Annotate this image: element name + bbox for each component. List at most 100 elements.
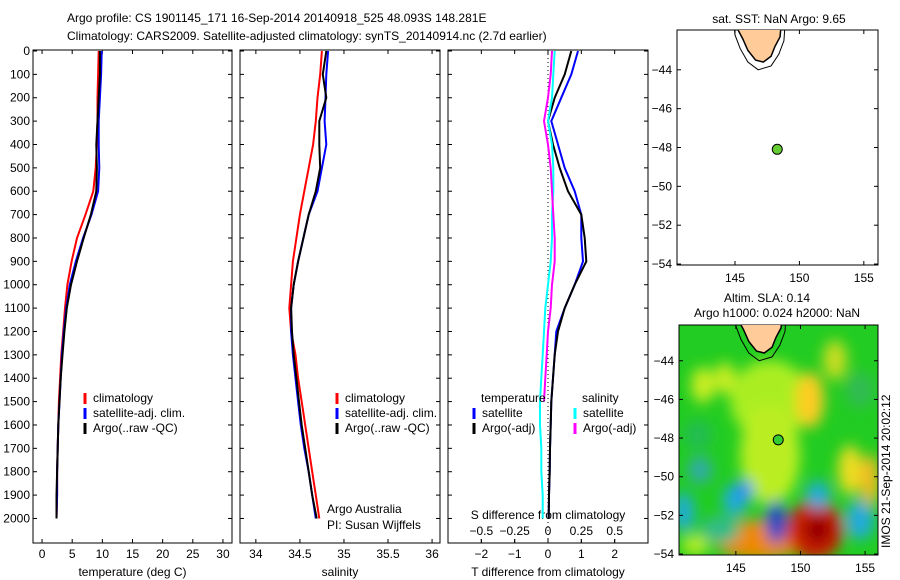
sla-map-lon-label: 155 xyxy=(855,561,875,575)
sla-heatmap xyxy=(679,325,878,555)
sla-field xyxy=(679,340,878,555)
s-diff-xtick-label: −0.25 xyxy=(499,524,530,538)
difference-line-3 xyxy=(542,50,556,402)
sla-map-lon-label: 150 xyxy=(790,561,810,575)
salinity-xtick-label: 35 xyxy=(337,547,351,561)
salinity-line-0 xyxy=(288,50,323,519)
sst-map-lat-label: −48 xyxy=(652,141,673,155)
title-line-1: Argo profile: CS 1901145_171 16-Sep-2014… xyxy=(67,11,486,25)
depth-tick-label: 1600 xyxy=(3,418,30,432)
salinity-axes-box xyxy=(239,49,441,544)
sla-map-lat-label: −44 xyxy=(654,354,675,368)
difference-line-2 xyxy=(539,50,556,519)
depth-tick-label: 1500 xyxy=(3,395,30,409)
sla-anomaly xyxy=(700,516,740,544)
t-diff-xtick-label: 1 xyxy=(578,547,585,561)
pi-label: PI: Susan Wijffels xyxy=(327,518,421,532)
sla-anomaly xyxy=(737,480,753,500)
sst-map-lon-label: 145 xyxy=(725,271,745,285)
difference-line-1 xyxy=(546,50,588,519)
bathymetry-contour xyxy=(734,30,786,71)
temperature-line-0 xyxy=(55,50,100,519)
sla-map-subtitle: Argo h1000: 0.024 h2000: NaN xyxy=(694,306,860,320)
sla-map-lat-label: −54 xyxy=(654,547,675,561)
depth-tick-label: 1800 xyxy=(3,465,30,479)
temperature-xtick-label: 0 xyxy=(39,547,46,561)
salinity-xtick-label: 36 xyxy=(425,547,439,561)
sla-map-lat-label: −48 xyxy=(654,431,675,445)
argo-australia-label: Argo Australia xyxy=(327,502,402,516)
difference-line-0 xyxy=(547,50,585,519)
sla-map-lat-label: −50 xyxy=(654,470,675,484)
sla-anomaly xyxy=(860,454,878,506)
depth-tick-label: 300 xyxy=(10,114,30,128)
depth-tick-label: 1700 xyxy=(3,441,30,455)
sst-map-lat-label: −52 xyxy=(652,218,673,232)
t-diff-xtick-label: 0 xyxy=(545,547,552,561)
t-diff-legend-label: satellite xyxy=(482,406,523,420)
sla-map-lat-label: −46 xyxy=(654,392,675,406)
sst-map-lat-label: −54 xyxy=(652,257,673,271)
salinity-legend-label: climatology xyxy=(345,391,405,405)
sst-map-title: sat. SST: NaN Argo: 9.65 xyxy=(712,12,846,26)
depth-tick-label: 1300 xyxy=(3,348,30,362)
sla-map-lat-label: −52 xyxy=(654,508,675,522)
t-diff-legend-label: Argo(-adj) xyxy=(482,421,535,435)
sst-map-lat-label: −50 xyxy=(652,179,673,193)
sst-map-lon-label: 150 xyxy=(789,271,809,285)
salinity-legend-label: Argo(..raw -QC) xyxy=(345,421,430,435)
t-diff-xtick-label: −1 xyxy=(508,547,522,561)
argo-float-marker xyxy=(771,143,783,155)
t-diff-xlabel: T difference from climatology xyxy=(471,565,625,579)
depth-tick-label: 1100 xyxy=(4,301,30,315)
depth-tick-label: 400 xyxy=(10,137,30,151)
salinity-xlabel: salinity xyxy=(322,565,359,579)
legend-header-temperature: temperature xyxy=(481,391,546,405)
s-diff-xtick-label: 0.25 xyxy=(570,524,594,538)
sla-anomaly xyxy=(681,535,709,555)
sst-map-tasmania xyxy=(734,30,786,71)
sla-anomaly xyxy=(806,481,830,509)
depth-tick-label: 600 xyxy=(10,184,30,198)
salinity-xtick-label: 34.5 xyxy=(288,547,312,561)
depth-tick-label: 900 xyxy=(10,254,30,268)
salinity-legend-label: satellite-adj. clim. xyxy=(345,406,437,420)
sla-anomaly xyxy=(823,340,847,380)
s-diff-xtick-label: 0.5 xyxy=(606,524,623,538)
depth-tick-label: 800 xyxy=(10,231,30,245)
s-diff-xtick-label: −0.5 xyxy=(469,524,493,538)
temperature-legend-label: climatology xyxy=(93,391,153,405)
temperature-xtick-label: 30 xyxy=(216,547,230,561)
title-line-2: Climatology: CARS2009. Satellite-adjuste… xyxy=(67,29,547,43)
sla-map-lon-label: 145 xyxy=(726,561,746,575)
depth-tick-label: 500 xyxy=(10,161,30,175)
sla-anomaly xyxy=(804,514,832,546)
sla-anomaly xyxy=(715,362,735,394)
legend-header-salinity: salinity xyxy=(582,391,619,405)
sla-anomaly xyxy=(796,372,824,428)
sla-anomaly xyxy=(766,500,786,544)
sla-anomaly xyxy=(846,372,874,408)
sla-anomaly xyxy=(679,492,694,532)
t-diff-xtick-label: −2 xyxy=(474,547,488,561)
land-tasmania xyxy=(737,30,782,63)
t-diff-xtick-label: 2 xyxy=(611,547,618,561)
bathymetry-contour xyxy=(735,325,786,362)
temperature-xtick-label: 5 xyxy=(69,547,76,561)
salinity-xtick-label: 35.5 xyxy=(376,547,400,561)
sst-map-lon-label: 155 xyxy=(854,271,874,285)
sst-map-lat-label: −44 xyxy=(652,63,673,77)
salinity-line-2 xyxy=(290,50,328,519)
depth-tick-label: 1200 xyxy=(3,324,30,338)
temperature-line-1 xyxy=(55,50,103,519)
sla-anomaly xyxy=(740,405,800,505)
sst-map-lat-label: −46 xyxy=(652,102,673,116)
temperature-axes-box xyxy=(32,49,233,544)
sla-anomaly xyxy=(684,421,712,449)
temperature-xtick-label: 25 xyxy=(186,547,200,561)
temperature-xtick-label: 10 xyxy=(96,547,110,561)
temperature-legend-label: satellite-adj. clim. xyxy=(93,406,185,420)
sla-map-tasmania xyxy=(735,325,786,362)
depth-tick-label: 100 xyxy=(10,67,30,81)
